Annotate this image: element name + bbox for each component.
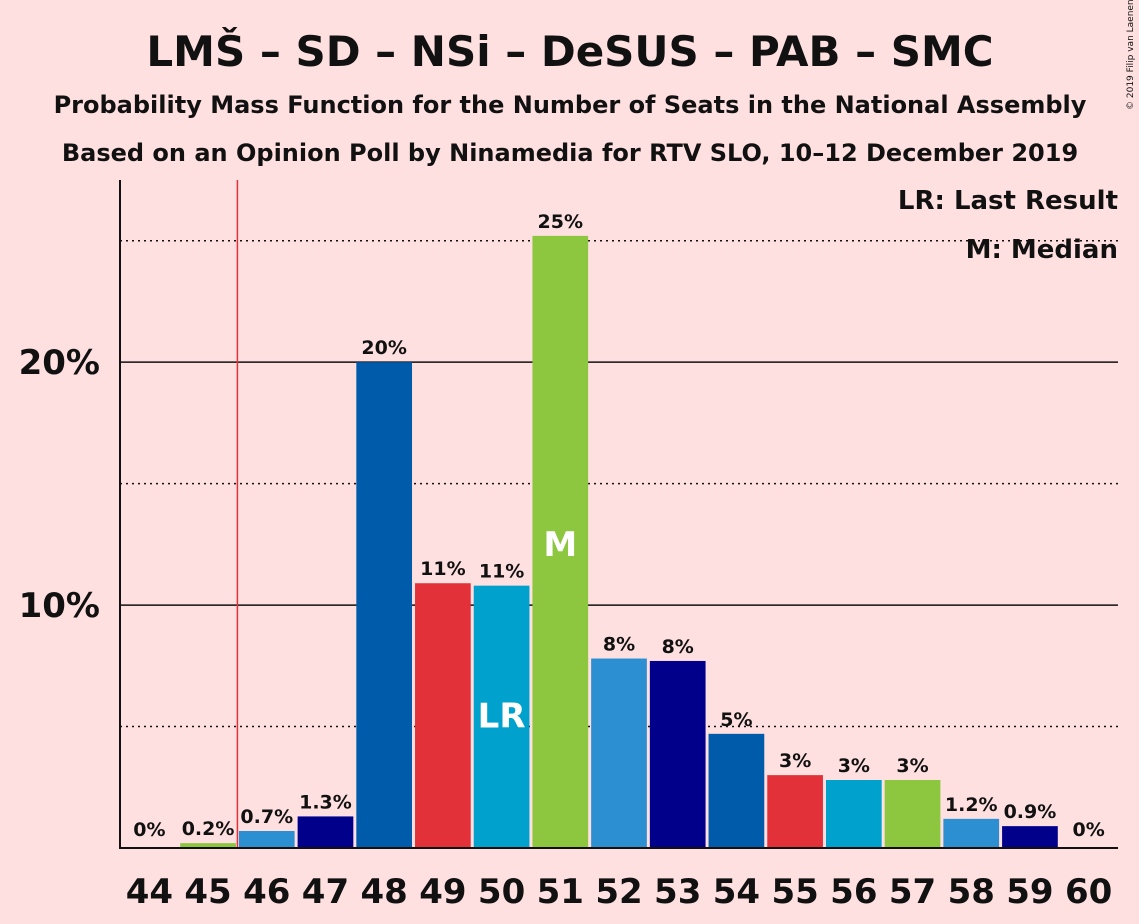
bar-48: [356, 362, 413, 848]
x-tick-label-56: 56: [830, 872, 877, 912]
bar-47: [297, 816, 354, 848]
legend-median: M: Median: [966, 235, 1118, 265]
x-tick-label-53: 53: [654, 872, 701, 912]
x-tick-label-55: 55: [771, 872, 818, 912]
x-tick-label-54: 54: [713, 872, 760, 912]
bars: [180, 235, 1058, 849]
bar-50: [473, 585, 530, 848]
x-tick-label-58: 58: [948, 872, 995, 912]
bar-51: [532, 235, 589, 849]
x-tick-label-45: 45: [184, 872, 231, 912]
data-label-57: 3%: [896, 755, 928, 777]
chart-title: LMŠ – SD – NSi – DeSUS – PAB – SMC: [146, 26, 993, 76]
bar-58: [943, 818, 1000, 848]
axes: 10% 20% 44 45 46 47 48 49 50 51 52 53 54 55 56 57 58 59 60: [19, 180, 1118, 912]
data-label-51: 25%: [538, 211, 583, 233]
x-tick-label-46: 46: [243, 872, 290, 912]
x-tick-label-57: 57: [889, 872, 936, 912]
copyright: © 2019 Filip van Laenen: [1126, 0, 1136, 110]
bar-46: [238, 830, 295, 848]
data-label-48: 20%: [361, 337, 406, 359]
y-tick-label: 20%: [19, 343, 100, 383]
x-tick-label-60: 60: [1065, 872, 1112, 912]
x-tick-label-44: 44: [126, 872, 173, 912]
x-tick-label-50: 50: [478, 872, 525, 912]
bar-59: [1002, 826, 1058, 848]
data-label-45: 0.2%: [182, 818, 235, 840]
data-label-53: 8%: [662, 636, 694, 658]
bar-49: [415, 583, 471, 848]
x-tick-label-51: 51: [537, 872, 584, 912]
data-label-44: 0%: [133, 819, 165, 841]
data-label-58: 1.2%: [945, 794, 998, 816]
legend-last-result: LR: Last Result: [898, 186, 1118, 216]
data-labels: 0% 0.2%0.7% 1.3% 20% 11% 11% 25% 8% 8% 5% 3% 3% 3% 1.…: [133, 211, 1105, 841]
x-tick-label-48: 48: [361, 872, 408, 912]
median-marker: M: [543, 525, 577, 565]
x-tick-label-59: 59: [1006, 872, 1053, 912]
chart-subtitle-2: Based on an Opinion Poll by Ninamedia fo…: [62, 139, 1078, 167]
bar-56: [825, 779, 882, 848]
data-label-56: 3%: [838, 755, 870, 777]
data-label-60: 0%: [1073, 819, 1105, 841]
y-tick-label: 10%: [19, 586, 100, 626]
chart-subtitle-1: Probability Mass Function for the Number…: [54, 91, 1087, 119]
data-label-46: 0.7%: [240, 806, 293, 828]
last-result-marker: LR: [478, 697, 526, 737]
data-label-55: 3%: [779, 750, 811, 772]
bar-57: [884, 779, 941, 848]
bar-54: [708, 733, 765, 848]
bar-45: [180, 843, 236, 848]
x-tick-label-47: 47: [302, 872, 349, 912]
bar-53: [649, 660, 706, 848]
data-label-52: 8%: [603, 634, 635, 656]
x-tick-label-49: 49: [419, 872, 466, 912]
data-label-47: 1.3%: [299, 791, 352, 813]
x-tick-label-52: 52: [595, 872, 642, 912]
bar-52: [591, 658, 647, 848]
data-label-49: 11%: [420, 558, 465, 580]
data-label-54: 5%: [720, 709, 752, 731]
data-label-50: 11%: [479, 561, 524, 583]
data-label-59: 0.9%: [1004, 801, 1057, 823]
bar-55: [767, 775, 823, 848]
